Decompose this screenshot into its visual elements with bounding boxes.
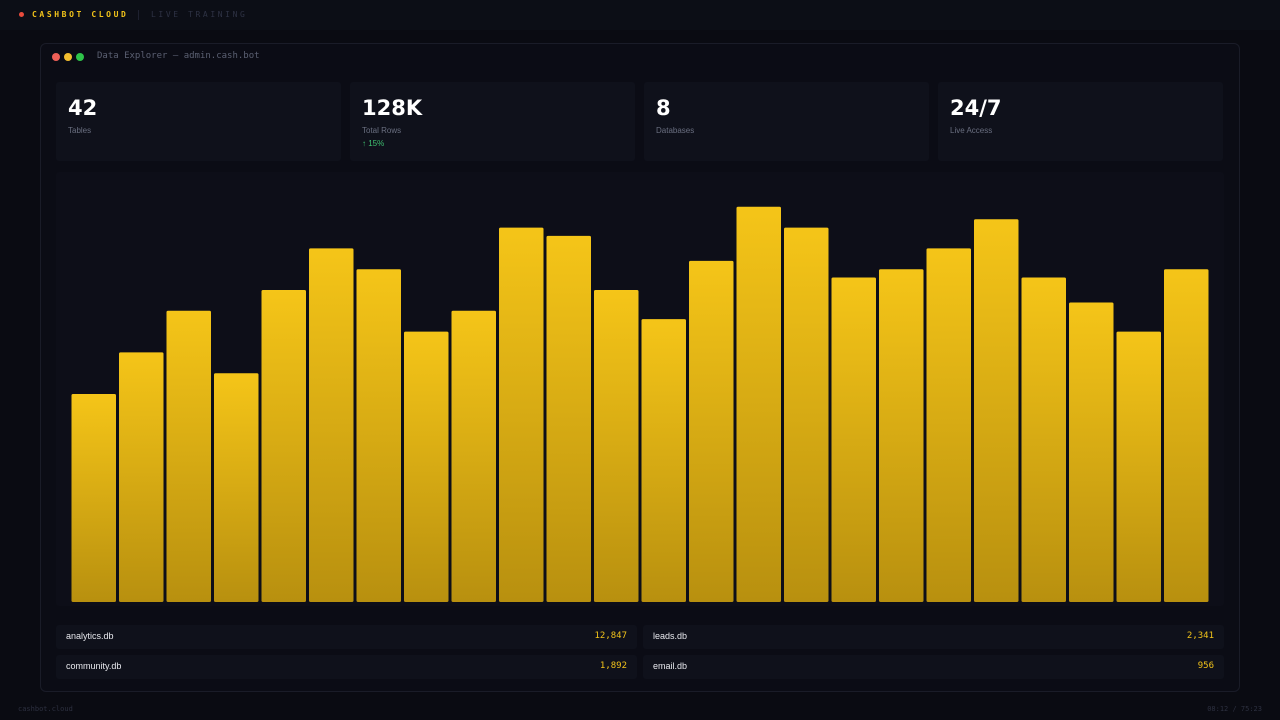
bar-7 [356,269,401,602]
top-bar: CASHBOT CLOUD LIVE TRAINING [0,0,1280,30]
database-name: community.db [66,661,122,671]
stat-card-databases: 8 Databases [644,82,929,161]
bar-15 [736,206,781,603]
stat-value: 128K [362,96,423,120]
bar-10 [499,227,544,602]
bar-11 [546,235,591,603]
bar-18 [879,269,924,602]
stat-label: Databases [656,126,695,135]
bar-13 [641,319,686,602]
bar-21 [1021,277,1066,602]
database-name: leads.db [653,631,688,641]
maximize-window-button[interactable] [76,53,84,61]
database-row-count: 1,892 [599,661,627,671]
minimize-window-button[interactable] [64,53,72,61]
bar-12 [594,290,639,602]
stat-card-live-access: 24/7 Live Access [938,82,1223,161]
database-row-count: 956 [1197,661,1214,671]
topbar-divider [138,10,139,20]
bar-22 [1069,302,1114,602]
database-row-count: 2,341 [1186,631,1214,641]
bar-24 [1164,269,1209,602]
bar-3 [166,310,211,602]
window-titlebar: Data Explorer — admin.cash.bot [41,44,1239,70]
session-label: LIVE TRAINING [151,10,248,19]
bar-5 [261,290,306,602]
window-title: Data Explorer — admin.cash.bot [97,51,260,61]
stat-label: Tables [68,126,92,135]
bar-17 [831,277,876,602]
database-name: email.db [653,661,688,671]
stat-label: Total Rows [362,126,402,135]
bar-6 [309,248,354,602]
database-row-count: 12,847 [594,631,627,641]
bar-20 [974,219,1019,602]
stat-value: 42 [68,96,98,120]
stat-card-tables: 42 Tables [56,82,341,161]
stat-value: 8 [656,96,671,120]
database-row-leads[interactable]: leads.db 2,341 [643,625,1224,649]
stat-label: Live Access [950,126,993,135]
stat-value: 24/7 [950,96,1002,120]
bar-4 [214,373,259,602]
database-row-community[interactable]: community.db 1,892 [56,655,637,679]
bar-chart [71,206,1209,603]
bar-14 [689,260,734,602]
footer-timecode: 08:12 / 75:23 [1207,705,1262,713]
live-indicator-dot [19,12,24,17]
brand-name: CASHBOT CLOUD [32,10,129,19]
bar-16 [784,227,829,602]
stat-delta-up: ↑ 15% [362,139,385,148]
bar-23 [1116,331,1161,602]
close-window-button[interactable] [52,53,60,61]
bar-19 [926,248,971,602]
bar-1 [71,394,116,602]
bar-2 [119,352,164,602]
database-row-email[interactable]: email.db 956 [643,655,1224,679]
database-name: analytics.db [66,631,114,641]
bar-9 [451,310,496,602]
database-row-analytics[interactable]: analytics.db 12,847 [56,625,637,649]
bar-8 [404,331,449,602]
data-explorer-window: Data Explorer — admin.cash.bot 42 Tables… [40,43,1240,692]
bar-chart-panel [56,172,1224,606]
footer-site: cashbot.cloud [18,705,73,713]
stat-card-total-rows: 128K Total Rows ↑ 15% [350,82,635,161]
